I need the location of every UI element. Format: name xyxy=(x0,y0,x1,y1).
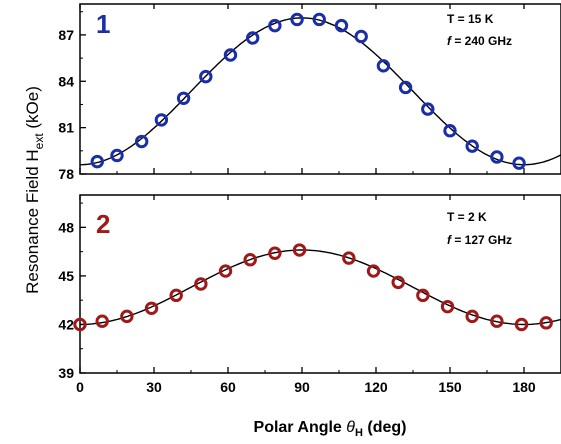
panel-2: 39 42 45 48 2 T = 2 K f = 127 GHz xyxy=(58,194,561,381)
panel-2-temperature: T = 2 K xyxy=(447,210,487,224)
data-point xyxy=(73,317,87,332)
y-tick-label: 39 xyxy=(58,365,74,381)
data-point xyxy=(120,309,134,324)
data-point xyxy=(421,102,435,116)
data-point xyxy=(398,80,413,95)
data-point xyxy=(440,299,455,314)
y-tick-label: 81 xyxy=(58,120,74,136)
data-point xyxy=(366,264,381,278)
data-point xyxy=(245,31,260,45)
y-tick-label: 78 xyxy=(58,166,74,182)
x-tick-label: 0 xyxy=(76,379,84,395)
data-point xyxy=(465,309,479,324)
data-point xyxy=(144,301,159,315)
x-tick-label: 30 xyxy=(146,379,162,395)
y-axis-label: Resonance Field Hext (kOe) xyxy=(23,86,46,294)
y-tick-label: 87 xyxy=(58,27,74,43)
data-point xyxy=(490,314,504,328)
x-tick-label: 90 xyxy=(294,379,310,395)
y-tick-label: 45 xyxy=(58,268,74,284)
data-point xyxy=(342,251,356,265)
panel-2-label: 2 xyxy=(96,209,110,239)
data-point xyxy=(218,264,233,278)
data-point xyxy=(90,154,104,169)
panel-1-fit-curve xyxy=(80,17,561,166)
data-point xyxy=(443,124,457,138)
panel-1: 78 81 84 87 1 T = 15 K f = 240 GHz xyxy=(58,3,561,182)
data-point xyxy=(539,316,553,330)
data-point xyxy=(194,277,208,291)
panel-2-frequency: f = 127 GHz xyxy=(447,233,512,247)
x-tick-label: 120 xyxy=(364,379,388,395)
data-point xyxy=(176,91,191,105)
data-point xyxy=(391,275,405,290)
data-point xyxy=(268,18,282,33)
panel-1-frame xyxy=(79,3,561,175)
data-point xyxy=(514,317,529,332)
data-point xyxy=(416,288,430,303)
data-point xyxy=(169,288,183,303)
panel-1-data-points xyxy=(90,12,526,170)
x-tick-labels: 0 30 60 90 120 150 180 xyxy=(76,379,536,395)
data-point xyxy=(292,243,307,257)
data-point xyxy=(334,18,349,33)
x-tick-label: 60 xyxy=(220,379,236,395)
x-tick-label: 150 xyxy=(438,379,462,395)
panel-1-frequency: f = 240 GHz xyxy=(447,34,512,48)
data-point xyxy=(243,253,257,267)
data-point xyxy=(110,148,124,163)
panel-1-y-ticks: 78 81 84 87 xyxy=(58,11,86,182)
data-point xyxy=(490,150,504,164)
data-point xyxy=(154,113,169,127)
x-tick-label: 180 xyxy=(512,379,536,395)
data-point xyxy=(268,246,282,260)
data-point xyxy=(376,59,391,73)
panel-1-label: 1 xyxy=(96,9,110,39)
panel-2-fit-curve xyxy=(79,249,561,326)
data-point xyxy=(290,12,304,27)
data-point xyxy=(354,29,368,44)
y-tick-label: 84 xyxy=(58,73,74,89)
panel-2-y-ticks: 39 42 45 48 xyxy=(58,202,86,381)
panel-1-x-ticks xyxy=(79,4,525,174)
data-point xyxy=(512,156,526,170)
data-point xyxy=(223,48,238,62)
panel-1-temperature: T = 15 K xyxy=(447,12,494,26)
data-point xyxy=(312,12,326,27)
y-tick-label: 48 xyxy=(58,219,74,235)
data-point xyxy=(465,139,479,153)
y-tick-label: 42 xyxy=(58,316,74,332)
panel-2-frame xyxy=(79,194,561,374)
data-point xyxy=(134,134,149,149)
panel-2-x-ticks xyxy=(79,195,525,373)
data-point xyxy=(95,314,109,328)
x-axis-label: Polar Angle θH (deg) xyxy=(254,419,407,439)
panel-2-data-points xyxy=(73,243,553,332)
data-point xyxy=(199,69,213,84)
